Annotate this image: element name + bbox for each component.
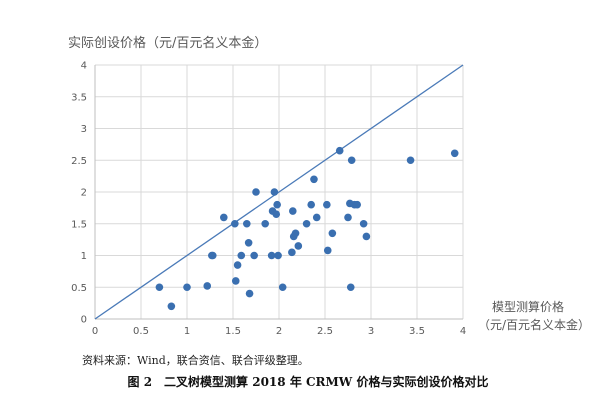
figure-caption: 图 2 二叉树模型测算 2018 年 CRMW 价格与实际创设价格对比 (127, 375, 489, 389)
x-tick-label: 1 (184, 326, 190, 337)
data-point (274, 251, 282, 260)
data-point (289, 207, 297, 215)
y-tick-label: 4 (81, 61, 87, 72)
data-point (252, 188, 260, 196)
y-tick-label: 0 (81, 315, 87, 326)
x-tick-label: 2 (276, 326, 282, 337)
data-point (245, 289, 254, 298)
x-tick-label: 3.5 (409, 326, 425, 337)
data-point (267, 251, 276, 260)
data-point (291, 229, 300, 238)
data-point (288, 248, 296, 257)
y-tick-label: 0.5 (71, 283, 87, 294)
data-point (231, 219, 239, 228)
source-note: 资料来源：Wind，联合资信、联合评级整理。 (82, 354, 309, 367)
y-tick-label: 2.5 (71, 156, 87, 167)
x-tick-label: 4 (460, 326, 466, 337)
y-tick-label: 2 (81, 188, 87, 199)
data-point (183, 283, 191, 292)
data-point (294, 242, 303, 250)
data-point (155, 283, 164, 292)
data-point (450, 149, 459, 158)
data-point (347, 156, 356, 165)
data-point (310, 175, 318, 184)
y-tick-label: 3.5 (71, 92, 87, 103)
data-point (323, 246, 332, 255)
data-point (208, 251, 217, 260)
x-tick-label: 0.5 (133, 326, 149, 337)
data-point (406, 156, 415, 165)
data-points (155, 146, 459, 311)
data-point (359, 219, 368, 228)
data-point (353, 200, 362, 209)
y-tick-label: 3 (81, 124, 87, 135)
data-point (244, 239, 253, 247)
x-axis-title-line2: （元/百元名义本金） (478, 318, 591, 332)
data-point (323, 200, 331, 209)
data-point (278, 283, 287, 292)
x-tick-label: 1.5 (225, 326, 241, 337)
x-tick-label: 3 (368, 326, 374, 337)
data-point (335, 146, 344, 155)
data-point (243, 219, 251, 228)
data-point (220, 213, 228, 222)
data-point (233, 261, 242, 269)
data-point (307, 200, 316, 209)
data-point (328, 229, 337, 238)
data-point (203, 282, 212, 290)
data-point (362, 232, 371, 241)
y-axis-title: 实际创设价格（元/百元名义本金） (68, 36, 268, 51)
axes (94, 65, 463, 320)
data-point (167, 302, 176, 311)
reference-line-group (94, 64, 464, 320)
data-point (250, 251, 258, 260)
data-point (346, 283, 355, 292)
data-point (237, 251, 246, 260)
reference-line (94, 64, 464, 320)
y-tick-label: 1.5 (71, 219, 87, 230)
x-tick-label: 2.5 (317, 326, 333, 337)
data-point (272, 210, 281, 219)
y-tick-label: 1 (81, 251, 87, 262)
data-point (273, 200, 281, 209)
data-point (261, 219, 270, 228)
x-tick-label: 0 (92, 326, 98, 337)
data-point (344, 213, 352, 222)
x-axis-title-line1: 模型测算价格 (492, 300, 565, 314)
data-point (302, 219, 311, 228)
data-point (231, 277, 240, 285)
data-point (270, 188, 279, 196)
data-point (312, 213, 321, 222)
tick-labels: 0 0.5 1 1.5 2 2.5 3 3.5 4 0 0.5 1 1.5 2 2.5 3 3.5 4 (71, 61, 466, 338)
